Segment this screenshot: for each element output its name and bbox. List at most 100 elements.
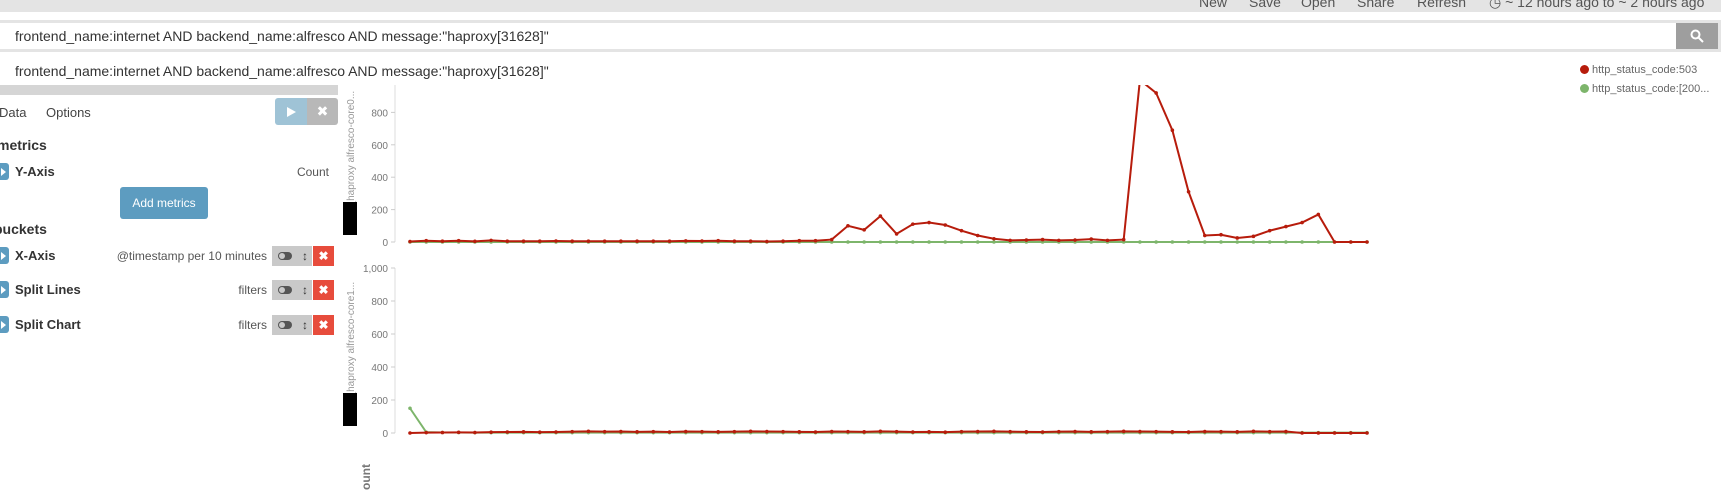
move-icon[interactable]: ↕ (298, 280, 312, 300)
toggle-icon[interactable] (272, 246, 298, 266)
data-point (1251, 429, 1256, 434)
data-point (408, 431, 412, 435)
data-point (1348, 431, 1353, 435)
data-point (1316, 431, 1321, 435)
data-point (943, 240, 948, 244)
legend-item-503[interactable]: http_status_code:503 (1580, 64, 1697, 76)
sidebar-resize-strip (0, 85, 338, 95)
data-point (1202, 233, 1207, 238)
discard-changes-button[interactable]: ✖ (307, 98, 338, 125)
new-button[interactable]: New (1199, 0, 1228, 10)
data-point (846, 240, 850, 244)
data-point (1040, 237, 1045, 242)
data-point (586, 239, 591, 243)
data-point (1316, 212, 1321, 217)
move-icon[interactable]: ↕ (298, 315, 312, 335)
bucket-split-lines[interactable]: Split Lines filters ↕ ✖ (0, 279, 336, 301)
data-point (813, 238, 818, 243)
data-point (878, 240, 883, 244)
data-point (1267, 240, 1272, 244)
y-tick-label: 0 (382, 238, 388, 249)
data-point (505, 430, 510, 434)
share-button[interactable]: Share (1357, 0, 1395, 10)
data-point (505, 239, 510, 243)
data-point (781, 429, 785, 434)
data-point (602, 429, 607, 434)
data-point (765, 239, 769, 244)
data-point (683, 239, 688, 243)
data-point (1284, 224, 1288, 229)
data-point (700, 239, 704, 243)
top-navbar: New Save Open Share Refresh ◷ ~ 12 hours… (0, 0, 1721, 12)
data-point (489, 238, 493, 243)
data-point (797, 430, 802, 434)
data-point (1040, 430, 1045, 434)
y-tick-label: 600 (371, 141, 388, 152)
bucket-x-axis[interactable]: X-Axis @timestamp per 10 minutes ↕ ✖ (0, 245, 336, 267)
data-point (1170, 430, 1175, 434)
add-metrics-button[interactable]: Add metrics (120, 187, 208, 219)
data-point (716, 430, 720, 434)
data-point (829, 237, 834, 242)
toggle-icon[interactable] (272, 280, 298, 300)
data-point (959, 240, 964, 244)
chevron-right-icon[interactable] (0, 281, 9, 298)
data-point (651, 429, 656, 434)
apply-changes-button[interactable] (275, 98, 307, 125)
move-icon[interactable]: ↕ (298, 246, 312, 266)
data-point (911, 240, 915, 244)
remove-icon[interactable]: ✖ (313, 246, 334, 266)
data-point (1235, 236, 1240, 240)
data-point (1154, 91, 1158, 95)
toggle-icon[interactable] (272, 315, 298, 335)
data-point (862, 228, 866, 232)
data-point (716, 238, 720, 243)
legend-label: http_status_code:503 (1592, 64, 1698, 76)
chevron-right-icon[interactable] (0, 247, 9, 264)
data-point (911, 222, 915, 226)
data-point (829, 429, 834, 434)
data-point (862, 430, 866, 434)
bucket-split-chart[interactable]: Split Chart filters ↕ ✖ (0, 314, 336, 336)
open-button[interactable]: Open (1301, 0, 1336, 10)
data-point (1235, 240, 1240, 244)
data-point (1154, 240, 1158, 244)
agg-label: Y-Axis (15, 164, 55, 179)
data-point (732, 239, 737, 243)
data-point (1170, 128, 1175, 133)
agg-label: Split Chart (15, 317, 81, 332)
y-axis-label: 5_haproxy alfresco-core0... (346, 91, 357, 212)
data-point (456, 238, 461, 243)
query-input[interactable]: frontend_name:internet AND backend_name:… (0, 23, 1676, 49)
remove-icon[interactable]: ✖ (313, 315, 334, 335)
data-point (1251, 234, 1256, 239)
data-point (1186, 189, 1191, 194)
data-point (878, 429, 883, 434)
query-suggestion[interactable]: frontend_name:internet AND backend_name:… (0, 57, 1721, 85)
data-point (1057, 238, 1061, 243)
remove-icon[interactable]: ✖ (313, 280, 334, 300)
save-button[interactable]: Save (1249, 0, 1281, 10)
data-point (797, 238, 802, 243)
series-line (409, 430, 1367, 434)
data-point (521, 239, 526, 243)
chevron-right-icon[interactable] (0, 316, 9, 333)
legend-dot-icon (1580, 65, 1589, 74)
refresh-button[interactable]: Refresh (1417, 0, 1467, 10)
time-picker[interactable]: ◷ ~ 12 hours ago to ~ 2 hours ago (1489, 0, 1704, 11)
chevron-right-icon[interactable] (0, 163, 9, 180)
data-point (1089, 430, 1094, 434)
data-point (894, 232, 899, 236)
agg-value: @timestamp per 10 minutes (116, 249, 267, 263)
data-point (424, 430, 429, 435)
data-point (489, 430, 493, 434)
legend-item-200[interactable]: http_status_code:[200... (1580, 83, 1709, 95)
search-button[interactable] (1676, 23, 1718, 49)
data-point (651, 239, 656, 243)
data-point (765, 429, 769, 434)
tab-options[interactable]: Options (46, 105, 91, 120)
tab-data[interactable]: Data (0, 105, 27, 120)
data-point (1267, 228, 1272, 233)
data-point (602, 239, 607, 243)
metric-y-axis[interactable]: Y-Axis Count (0, 161, 336, 183)
